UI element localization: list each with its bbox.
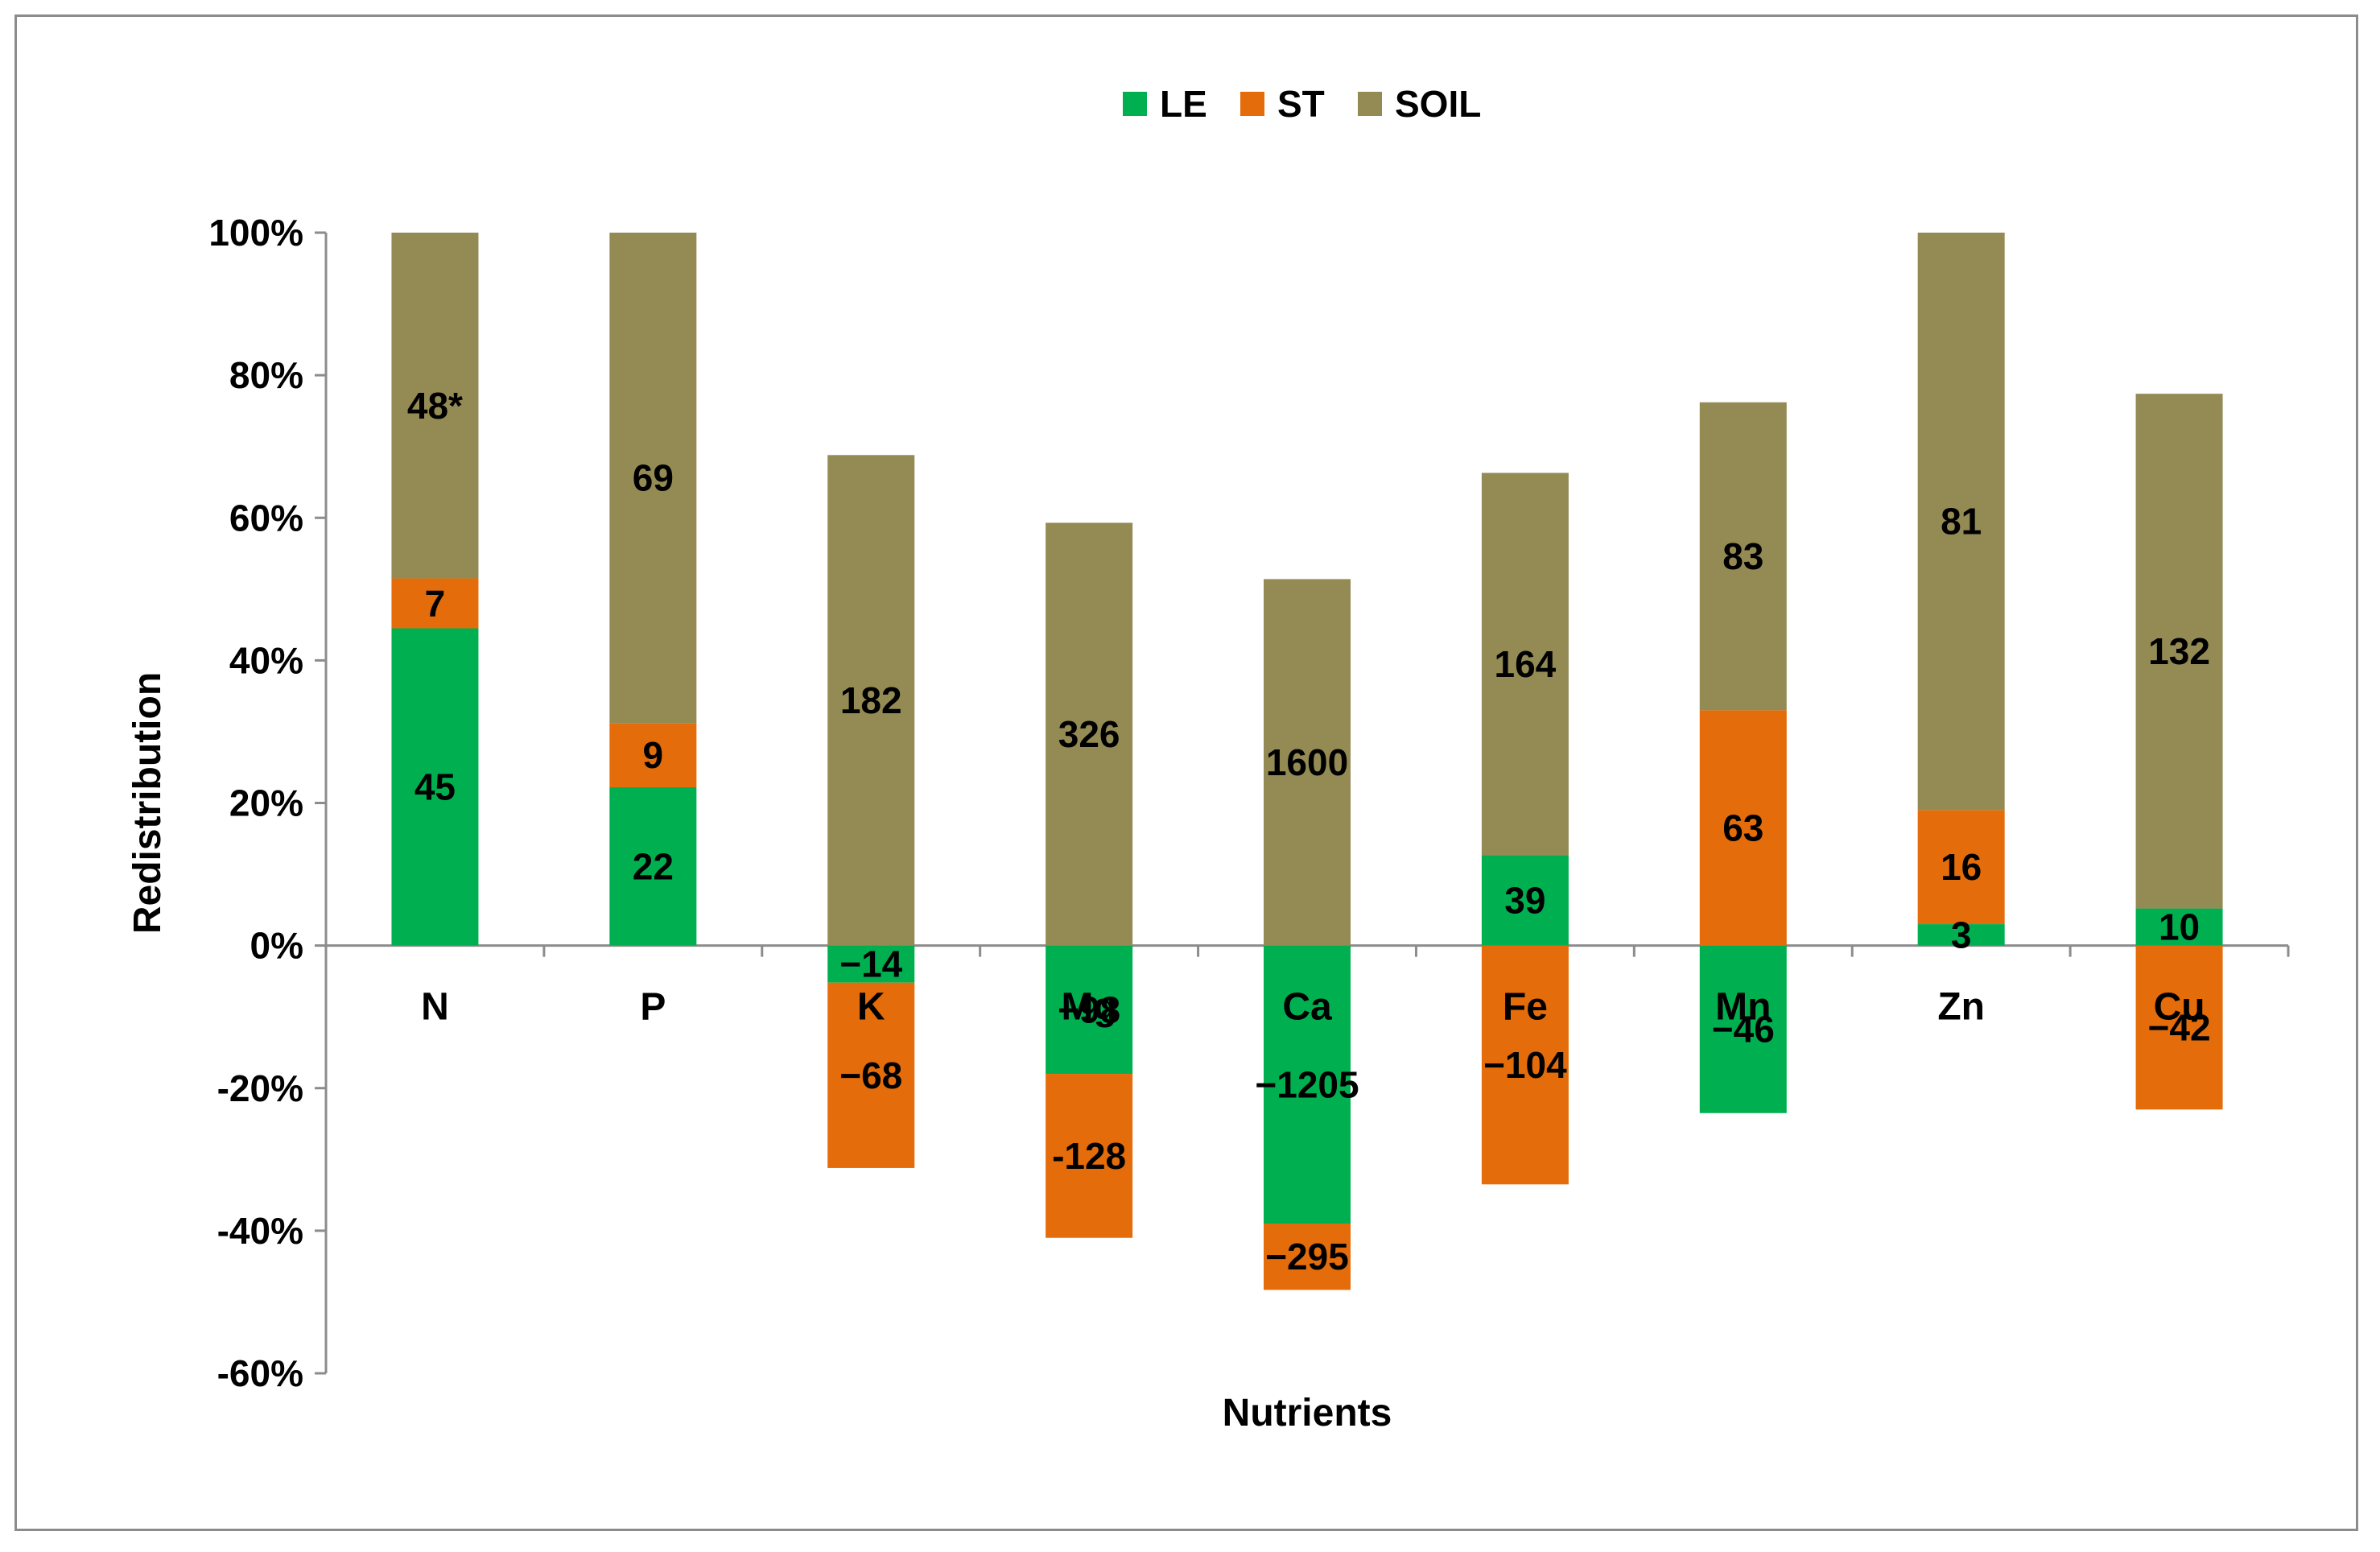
bar-st-mg bbox=[1046, 1074, 1133, 1238]
legend-label-soil: SOIL bbox=[1395, 83, 1481, 125]
x-tick-label: Mg bbox=[1061, 986, 1116, 1029]
y-tick-labels: 100% 80% 60% 40% 20% 0% -20% -40% -60% bbox=[208, 212, 303, 1394]
bars bbox=[391, 233, 2223, 1290]
data-label-st-p: 9 bbox=[643, 734, 664, 776]
y-tick-label: -40% bbox=[217, 1210, 303, 1252]
legend-swatch-soil bbox=[1358, 92, 1382, 116]
bar-st-k bbox=[827, 982, 915, 1168]
bar-st-mn bbox=[1699, 710, 1787, 946]
bar-le-n bbox=[391, 628, 479, 946]
data-label-st-mg: -128 bbox=[1052, 1135, 1126, 1177]
bar-le-p bbox=[609, 787, 697, 946]
y-tick-label: 80% bbox=[229, 354, 303, 396]
legend-swatch-st bbox=[1240, 92, 1264, 116]
bar-soil-fe bbox=[1481, 473, 1569, 856]
bar-le-ca bbox=[1264, 945, 1351, 1224]
y-tick-label: 100% bbox=[208, 212, 303, 254]
y-tick-label: -20% bbox=[217, 1067, 303, 1109]
x-tick-label: N bbox=[421, 986, 449, 1029]
bar-st-zn bbox=[1917, 810, 2005, 925]
bar-soil-mn bbox=[1699, 402, 1787, 711]
bar-le-zn bbox=[1917, 924, 2005, 946]
bar-soil-zn bbox=[1917, 233, 2005, 811]
legend-label-le: LE bbox=[1160, 83, 1207, 125]
y-tick-label: 0% bbox=[250, 925, 303, 967]
bar-soil-cu bbox=[2135, 394, 2223, 909]
data-label-st-cu: −42 bbox=[2148, 1006, 2211, 1048]
data-label-soil-mg: 326 bbox=[1058, 713, 1120, 755]
stacked-bar-chart: 45 7 48* 22 9 69 −14 −68 182 −98 -128 326 −1205 −295 1… bbox=[126, 83, 2290, 1434]
legend-label-st: ST bbox=[1277, 83, 1325, 125]
bar-st-p bbox=[609, 723, 697, 788]
data-label-soil-fe: 164 bbox=[1495, 643, 1557, 685]
chart-frame: 45 7 48* 22 9 69 −14 −68 182 −98 -128 326 −1205 −295 1… bbox=[14, 14, 2358, 1531]
data-label-le-ca: −1205 bbox=[1255, 1063, 1359, 1105]
data-label-st-fe: −104 bbox=[1483, 1044, 1567, 1086]
x-axis-title: Nutrients bbox=[1223, 1392, 1392, 1434]
bar-soil-n bbox=[391, 233, 479, 579]
bar-le-k bbox=[827, 945, 915, 983]
y-tick-label: 40% bbox=[229, 639, 303, 681]
data-label-st-k: −68 bbox=[839, 1055, 902, 1096]
x-tick-label: Mn bbox=[1715, 986, 1771, 1029]
bar-le-mg bbox=[1046, 945, 1133, 1075]
x-tick-label: Zn bbox=[1937, 986, 1985, 1029]
x-tick-labels: N P K Mg Ca Fe Mn Zn Cu bbox=[421, 986, 2205, 1029]
bar-st-fe bbox=[1481, 945, 1569, 1185]
bar-st-cu bbox=[2135, 945, 2223, 1110]
data-label-le-mg: −98 bbox=[1058, 989, 1120, 1030]
data-label-soil-cu: 132 bbox=[2148, 630, 2210, 672]
y-tick-label: 20% bbox=[229, 782, 303, 824]
data-label-soil-p: 69 bbox=[633, 457, 674, 499]
x-tick-label: P bbox=[640, 986, 666, 1029]
bar-soil-mg bbox=[1046, 522, 1133, 946]
data-label-le-k: −14 bbox=[839, 943, 902, 985]
data-label-le-mn: −46 bbox=[1712, 1009, 1775, 1050]
bar-soil-ca bbox=[1264, 579, 1351, 946]
data-label-soil-k: 182 bbox=[840, 679, 902, 721]
data-label-le-cu: 10 bbox=[2159, 906, 2200, 948]
x-tick-label: K bbox=[857, 986, 885, 1029]
bar-le-mn bbox=[1699, 945, 1787, 1113]
y-tick-label: 60% bbox=[229, 497, 303, 539]
data-label-le-fe: 39 bbox=[1504, 879, 1545, 921]
bar-st-ca bbox=[1264, 1224, 1351, 1290]
x-tick-label: Cu bbox=[2154, 986, 2205, 1029]
y-axis-title: Redistribution bbox=[126, 672, 169, 934]
legend-swatch-le bbox=[1123, 92, 1147, 116]
data-labels: 45 7 48* 22 9 69 −14 −68 182 −98 -128 326 −1205 −295 1… bbox=[407, 385, 2211, 1278]
data-label-st-mn: 63 bbox=[1722, 807, 1763, 848]
data-label-st-n: 7 bbox=[425, 583, 446, 625]
data-label-le-p: 22 bbox=[633, 845, 674, 887]
data-label-soil-n: 48* bbox=[407, 385, 463, 427]
x-tick-label: Fe bbox=[1503, 986, 1548, 1029]
legend: LE ST SOIL bbox=[1123, 83, 1481, 125]
x-tick-label: Ca bbox=[1282, 986, 1332, 1029]
bar-le-fe bbox=[1481, 855, 1569, 946]
y-tick-label: -60% bbox=[217, 1352, 303, 1394]
data-label-st-zn: 16 bbox=[1941, 846, 1982, 888]
bar-st-n bbox=[391, 578, 479, 629]
bar-soil-k bbox=[827, 455, 915, 946]
bar-soil-p bbox=[609, 233, 697, 724]
data-label-le-n: 45 bbox=[415, 766, 456, 808]
data-label-le-zn: 3 bbox=[1951, 914, 1972, 956]
data-label-soil-ca: 1600 bbox=[1266, 741, 1348, 783]
data-label-soil-mn: 83 bbox=[1722, 535, 1763, 577]
bar-le-cu bbox=[2135, 908, 2223, 946]
data-label-soil-zn: 81 bbox=[1941, 501, 1982, 543]
data-label-st-ca: −295 bbox=[1265, 1236, 1349, 1278]
